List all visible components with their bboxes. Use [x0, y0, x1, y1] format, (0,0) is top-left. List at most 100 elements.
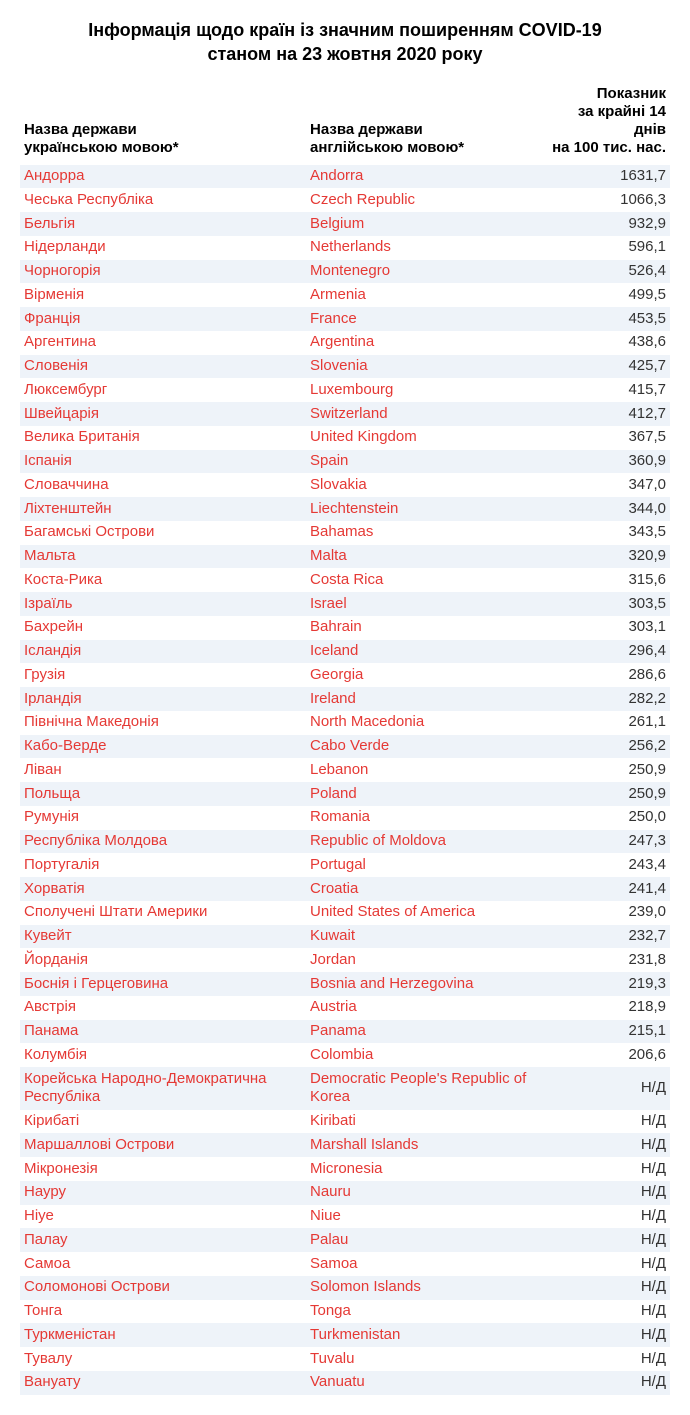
- table-row: НіуеNiueН/Д: [20, 1205, 670, 1229]
- cell-country-en: Georgia: [306, 663, 540, 687]
- table-row: СловеніяSlovenia425,7: [20, 355, 670, 379]
- cell-indicator-value: 415,7: [540, 378, 670, 402]
- table-body: АндорраAndorra1631,7Чеська РеспублікаCze…: [20, 165, 670, 1395]
- cell-indicator-value: 218,9: [540, 996, 670, 1020]
- cell-country-uk: Багамські Острови: [20, 521, 306, 545]
- col-uk-l1: Назва держави: [24, 121, 137, 138]
- cell-country-en: Solomon Islands: [306, 1276, 540, 1300]
- table-row: НауруNauruН/Д: [20, 1181, 670, 1205]
- cell-indicator-value: 526,4: [540, 260, 670, 284]
- table-row: ТувалуTuvaluН/Д: [20, 1347, 670, 1371]
- table-row: Чеська РеспублікаCzech Republic1066,3: [20, 188, 670, 212]
- cell-country-uk: Туркменістан: [20, 1323, 306, 1347]
- cell-country-en: Luxembourg: [306, 378, 540, 402]
- table-header-row: Назва держави українською мовою* Назва д…: [20, 81, 670, 165]
- column-header-indicator: Показник за крайні 14 днів на 100 тис. н…: [540, 81, 670, 165]
- col-val-l2: за крайні 14 днів: [578, 103, 666, 138]
- cell-country-en: Portugal: [306, 853, 540, 877]
- cell-country-uk: Ліван: [20, 758, 306, 782]
- column-header-country-en: Назва держави англійською мовою*: [306, 81, 540, 165]
- cell-country-uk: Грузія: [20, 663, 306, 687]
- table-row: ПалауPalauН/Д: [20, 1228, 670, 1252]
- table-row: СамоаSamoaН/Д: [20, 1252, 670, 1276]
- table-row: Велика БританіяUnited Kingdom367,5: [20, 426, 670, 450]
- cell-indicator-value: 1066,3: [540, 188, 670, 212]
- table-row: АргентинаArgentina438,6: [20, 331, 670, 355]
- col-uk-l2: українською мовою*: [24, 139, 179, 156]
- cell-country-en: Spain: [306, 450, 540, 474]
- cell-indicator-value: 343,5: [540, 521, 670, 545]
- table-row: ТонгаTongaН/Д: [20, 1300, 670, 1324]
- table-row: ІрландіяIreland282,2: [20, 687, 670, 711]
- cell-country-uk: Панама: [20, 1020, 306, 1044]
- cell-country-en: Bahamas: [306, 521, 540, 545]
- cell-country-en: Turkmenistan: [306, 1323, 540, 1347]
- table-row: АндорраAndorra1631,7: [20, 165, 670, 189]
- cell-country-en: Austria: [306, 996, 540, 1020]
- table-row: Республіка МолдоваRepublic of Moldova247…: [20, 830, 670, 854]
- table-row: ПольщаPoland250,9: [20, 782, 670, 806]
- title-line-2: станом на 23 жовтня 2020 року: [207, 44, 482, 64]
- cell-country-en: Andorra: [306, 165, 540, 189]
- cell-country-uk: Кірибаті: [20, 1110, 306, 1134]
- cell-country-en: Marshall Islands: [306, 1133, 540, 1157]
- cell-country-en: Tonga: [306, 1300, 540, 1324]
- table-row: ПанамаPanama215,1: [20, 1020, 670, 1044]
- table-row: ЛіванLebanon250,9: [20, 758, 670, 782]
- cell-country-en: Argentina: [306, 331, 540, 355]
- cell-indicator-value: 286,6: [540, 663, 670, 687]
- table-row: ІзраїльIsrael303,5: [20, 592, 670, 616]
- table-row: ЛіхтенштейнLiechtenstein344,0: [20, 497, 670, 521]
- cell-country-uk: Мальта: [20, 545, 306, 569]
- cell-indicator-value: 232,7: [540, 925, 670, 949]
- cell-indicator-value: 296,4: [540, 640, 670, 664]
- cell-country-uk: Чеська Республіка: [20, 188, 306, 212]
- cell-country-en: Belgium: [306, 212, 540, 236]
- col-val-l1: Показник: [597, 85, 666, 102]
- table-row: МальтаMalta320,9: [20, 545, 670, 569]
- cell-indicator-value: Н/Д: [540, 1205, 670, 1229]
- cell-country-uk: Ізраїль: [20, 592, 306, 616]
- cell-country-en: Ireland: [306, 687, 540, 711]
- cell-country-en: Slovenia: [306, 355, 540, 379]
- table-row: Коста-РикаCosta Rica315,6: [20, 568, 670, 592]
- cell-country-en: Romania: [306, 806, 540, 830]
- cell-country-uk: Мікронезія: [20, 1157, 306, 1181]
- cell-country-uk: Португалія: [20, 853, 306, 877]
- cell-country-en: United States of America: [306, 901, 540, 925]
- table-row: ЧорногоріяMontenegro526,4: [20, 260, 670, 284]
- table-row: РумуніяRomania250,0: [20, 806, 670, 830]
- cell-indicator-value: 438,6: [540, 331, 670, 355]
- table-row: Соломонові ОстровиSolomon IslandsН/Д: [20, 1276, 670, 1300]
- table-row: ІспаніяSpain360,9: [20, 450, 670, 474]
- cell-country-en: Slovakia: [306, 473, 540, 497]
- cell-indicator-value: Н/Д: [540, 1252, 670, 1276]
- cell-country-en: United Kingdom: [306, 426, 540, 450]
- cell-country-uk: Чорногорія: [20, 260, 306, 284]
- page-title: Інформація щодо країн із значним поширен…: [20, 18, 670, 67]
- cell-indicator-value: Н/Д: [540, 1228, 670, 1252]
- cell-indicator-value: 303,1: [540, 616, 670, 640]
- cell-country-uk: Йорданія: [20, 948, 306, 972]
- col-en-l2: англійською мовою*: [310, 139, 464, 156]
- cell-country-en: Croatia: [306, 877, 540, 901]
- cell-country-uk: Швейцарія: [20, 402, 306, 426]
- table-row: КувейтKuwait232,7: [20, 925, 670, 949]
- cell-indicator-value: 344,0: [540, 497, 670, 521]
- cell-indicator-value: 247,3: [540, 830, 670, 854]
- title-line-1: Інформація щодо країн із значним поширен…: [88, 20, 601, 40]
- cell-country-uk: Республіка Молдова: [20, 830, 306, 854]
- cell-country-uk: Ніуе: [20, 1205, 306, 1229]
- table-row: ХорватіяCroatia241,4: [20, 877, 670, 901]
- table-row: ГрузіяGeorgia286,6: [20, 663, 670, 687]
- cell-country-uk: Польща: [20, 782, 306, 806]
- table-row: БельгіяBelgium932,9: [20, 212, 670, 236]
- cell-country-en: Micronesia: [306, 1157, 540, 1181]
- table-row: ВірменіяArmenia499,5: [20, 283, 670, 307]
- cell-country-en: Iceland: [306, 640, 540, 664]
- cell-country-uk: Бахрейн: [20, 616, 306, 640]
- cell-country-uk: Франція: [20, 307, 306, 331]
- cell-country-uk: Словенія: [20, 355, 306, 379]
- cell-indicator-value: Н/Д: [540, 1110, 670, 1134]
- table-row: ТуркменістанTurkmenistanН/Д: [20, 1323, 670, 1347]
